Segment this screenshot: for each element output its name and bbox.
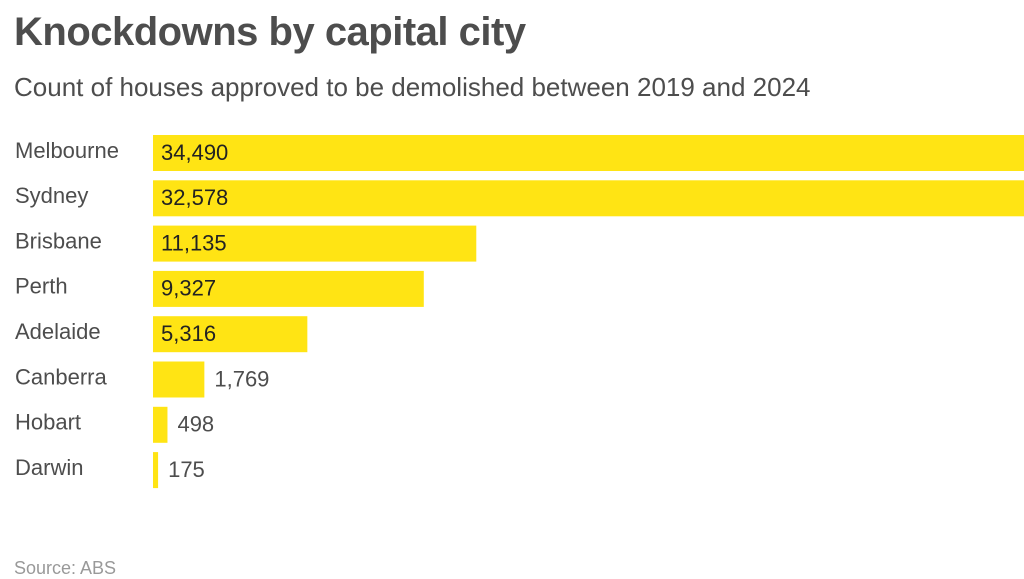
value-label-brisbane: 11,135 [161, 230, 227, 255]
category-label-perth: Perth [15, 274, 68, 299]
value-label-melbourne: 34,490 [161, 140, 228, 165]
category-label-melbourne: Melbourne [15, 138, 119, 163]
bar-adelaide [153, 316, 308, 353]
bar-hobart [153, 406, 168, 443]
source-note: Source: ABS [14, 558, 117, 578]
category-label-canberra: Canberra [15, 364, 107, 389]
value-label-adelaide: 5,316 [161, 321, 216, 346]
category-label-brisbane: Brisbane [15, 228, 102, 253]
category-label-hobart: Hobart [15, 410, 81, 435]
value-label-sydney: 32,578 [161, 185, 228, 210]
bar-melbourne [153, 135, 1024, 171]
value-label-perth: 9,327 [161, 276, 216, 301]
bar-perth [153, 270, 424, 307]
value-label-canberra: 1,769 [214, 366, 269, 391]
category-label-adelaide: Adelaide [15, 319, 101, 344]
bar-darwin [153, 452, 159, 489]
bar-canberra [153, 361, 205, 398]
bar-sydney [153, 180, 1024, 217]
value-label-hobart: 498 [177, 412, 214, 437]
value-label-darwin: 175 [168, 457, 205, 482]
category-label-sydney: Sydney [15, 183, 88, 208]
category-label-darwin: Darwin [15, 455, 83, 480]
chart-title: Knockdowns by capital city [14, 10, 526, 54]
bar-brisbane [153, 225, 477, 262]
chart-subtitle: Count of houses approved to be demolishe… [14, 72, 811, 102]
